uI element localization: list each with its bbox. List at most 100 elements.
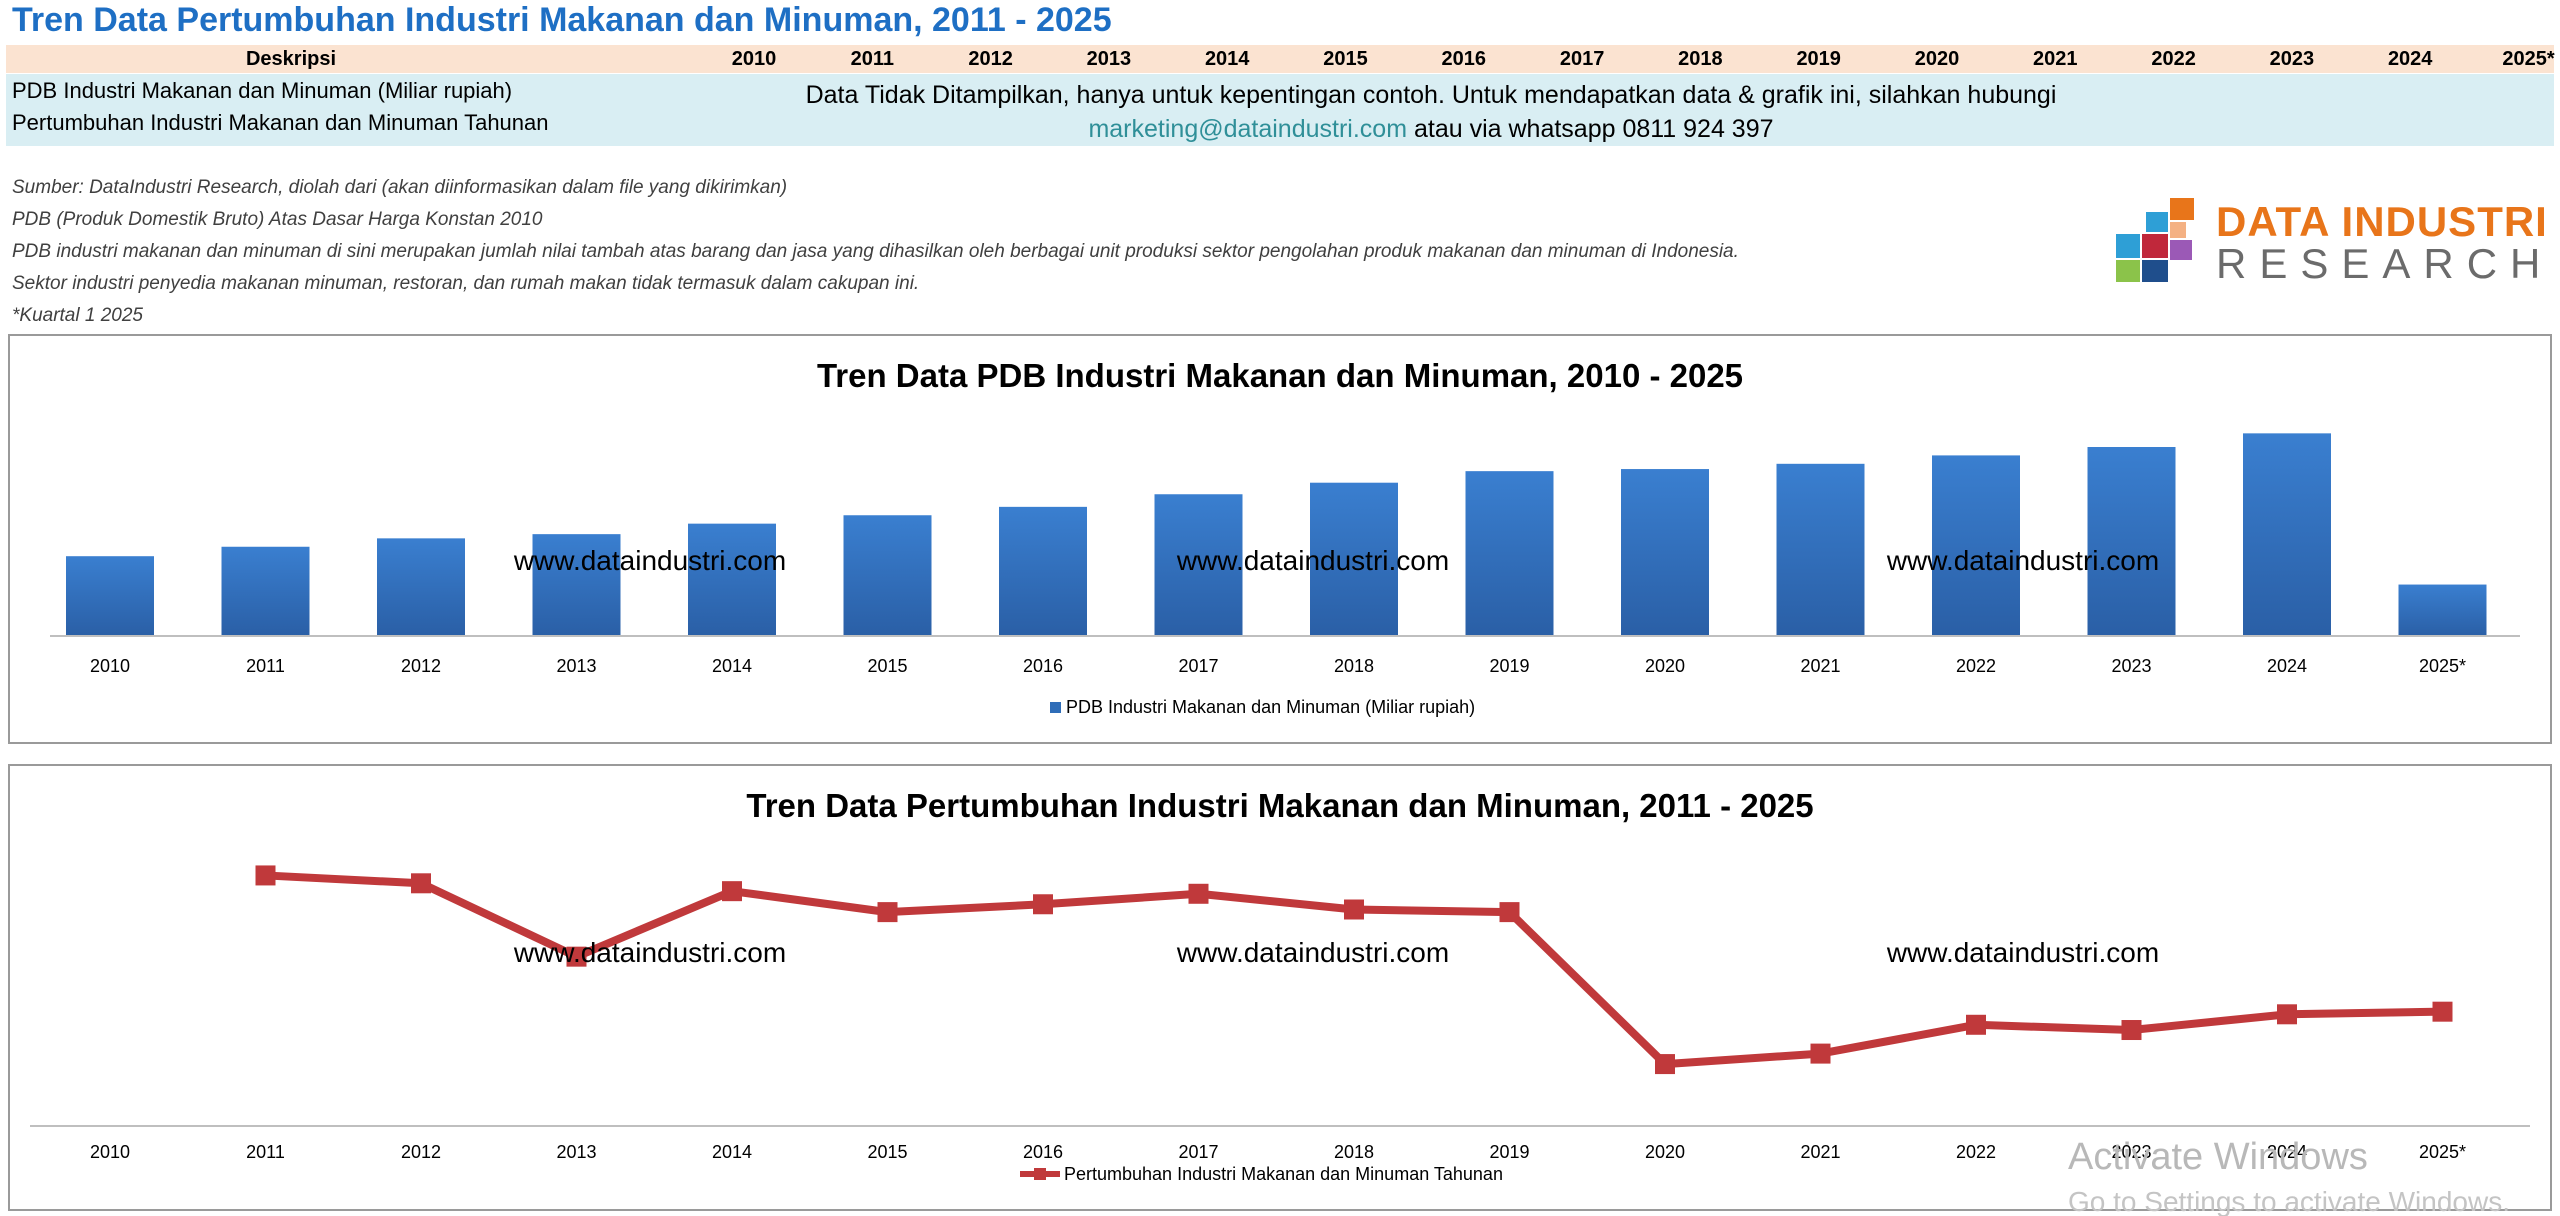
bar-2022	[1932, 455, 2020, 636]
x-tick-label: 2014	[712, 656, 752, 676]
logo-mosaic-icon	[2116, 198, 2194, 282]
point-2014	[722, 881, 742, 902]
point-2018	[1344, 899, 1364, 920]
year-header-cell: 2016	[1441, 48, 1487, 70]
table-header-row: Deskripsi 2010 2011 2012 2013 2014 2015 2016 20…	[6, 45, 2555, 73]
activate-windows-subtitle: Go to Settings to activate Windows.	[2068, 1186, 2510, 1216]
point-2022	[1966, 1014, 1986, 1035]
x-tick-label: 2022	[1956, 656, 1996, 676]
note-pdb-basis: PDB (Produk Domestik Bruto) Atas Dasar H…	[12, 209, 543, 230]
x-tick-label: 2017	[1178, 656, 1218, 676]
year-header-cell: 2021	[2033, 48, 2078, 70]
bar-2017	[1154, 494, 1243, 636]
x-tick-label: 2014	[712, 1142, 752, 1162]
pdb-bar-chart: Tren Data PDB Industri Makanan dan Minum…	[8, 334, 2552, 744]
pdb-bar-chart-svg: Tren Data PDB Industri Makanan dan Minum…	[50, 357, 2520, 717]
bar-2018	[1310, 482, 1398, 636]
growth-line-chart-svg: Tren Data Pertumbuhan Industri Makanan d…	[30, 787, 2530, 1184]
x-tick-label: 2021	[1800, 656, 1840, 676]
x-tick-label: 2016	[1023, 1142, 1063, 1162]
bar-2010	[66, 556, 154, 636]
growth-line-chart: Tren Data Pertumbuhan Industri Makanan d…	[8, 764, 2552, 1211]
x-tick-label: 2011	[246, 656, 285, 676]
point-2025*	[2432, 1001, 2453, 1022]
x-tick-label: 2013	[556, 1142, 596, 1162]
year-header-cell: 2014	[1204, 48, 1250, 70]
bar-2025*	[2398, 584, 2487, 636]
contact-email-link[interactable]: marketing@dataindustri.com	[1088, 115, 1408, 143]
x-tick-label: 2024	[2267, 1142, 2307, 1162]
legend-label: PDB Industri Makanan dan Minuman (Miliar…	[1066, 697, 1475, 717]
year-header-cell: 2020	[1914, 48, 1960, 70]
x-tick-label: 2019	[1489, 1142, 1529, 1162]
bar-2021	[1776, 463, 1865, 636]
x-tick-label: 2023	[2111, 1142, 2151, 1162]
legend-swatch	[1050, 702, 1061, 713]
year-header-cell: 2013	[1086, 48, 1132, 70]
source-notes: Sumber: DataIndustri Research, diolah da…	[12, 172, 1739, 332]
watermark-text: www.dataindustri.com	[513, 937, 786, 968]
year-header-cell: 2011	[850, 48, 894, 70]
page-title: Tren Data Pertumbuhan Industri Makanan d…	[12, 1, 1112, 39]
logo-tile	[2146, 212, 2168, 232]
x-tick-label: 2021	[1800, 1142, 1840, 1162]
point-2015	[877, 902, 898, 923]
notice-text: Data Tidak Ditampilkan, hanya untuk kepe…	[805, 81, 2057, 109]
year-header-cell: 2018	[1678, 48, 1723, 70]
chart-title: Tren Data Pertumbuhan Industri Makanan d…	[746, 787, 1813, 824]
point-2012	[411, 873, 431, 894]
year-header-cell: 2023	[2269, 48, 2315, 70]
x-tick-label: 2015	[867, 656, 907, 676]
watermark-text: www.dataindustri.com	[1176, 937, 1449, 968]
logo-tile	[2170, 198, 2194, 220]
year-header-cell: 2010	[731, 48, 777, 70]
point-2020	[1655, 1054, 1675, 1075]
point-2013	[566, 946, 587, 967]
logo-tile	[2116, 234, 2140, 258]
logo-tile	[2142, 234, 2168, 258]
point-2024	[2277, 1004, 2297, 1025]
row-label-pertumbuhan: Pertumbuhan Industri Makanan dan Minuman…	[12, 110, 549, 135]
x-tick-label: 2015	[867, 1142, 907, 1162]
watermark-text: www.dataindustri.com	[513, 545, 786, 576]
x-tick-label: 2020	[1645, 1142, 1685, 1162]
year-header-cell: 2012	[968, 48, 1013, 70]
point-2016	[1033, 894, 1053, 915]
x-tick-label: 2023	[2111, 656, 2151, 676]
x-tick-label: 2013	[556, 656, 596, 676]
bar-2014	[688, 523, 776, 636]
bar-2019	[1465, 471, 1554, 636]
logo-tile	[2142, 260, 2168, 282]
activate-windows-title: Activate Windows	[2068, 1136, 2368, 1178]
data-industri-logo: DATA INDUSTRI RESEARCH	[2116, 198, 2547, 288]
x-tick-label: 2012	[401, 656, 441, 676]
bar-2016	[999, 506, 1087, 636]
note-quarter: *Kuartal 1 2025	[12, 305, 143, 326]
x-tick-label: 2012	[401, 1142, 441, 1162]
x-tick-label: 2011	[246, 1142, 285, 1162]
x-tick-label: 2010	[90, 656, 130, 676]
row-label-pdb: PDB Industri Makanan dan Minuman (Miliar…	[12, 78, 513, 103]
note-definition: PDB industri makanan dan minuman di sini…	[12, 241, 1739, 262]
bar-2020	[1621, 469, 1709, 636]
year-header-cell: 2017	[1559, 48, 1605, 70]
x-tick-label: 2019	[1489, 656, 1529, 676]
chart-title: Tren Data PDB Industri Makanan dan Minum…	[817, 357, 1743, 394]
bar-2012	[377, 538, 465, 636]
x-tick-label: 2024	[2267, 656, 2307, 676]
note-scope: Sektor industri penyedia makanan minuman…	[12, 273, 920, 294]
x-tick-label: 2018	[1334, 1142, 1374, 1162]
x-tick-label: 2020	[1645, 656, 1685, 676]
year-header-cell: 2024	[2387, 48, 2433, 70]
point-2019	[1499, 902, 1520, 923]
watermark-text: www.dataindustri.com	[1176, 545, 1449, 576]
point-2017	[1188, 883, 1209, 904]
x-tick-label: 2017	[1178, 1142, 1218, 1162]
x-tick-label: 2016	[1023, 656, 1063, 676]
x-tick-label: 2022	[1956, 1142, 1996, 1162]
bar-2023	[2087, 447, 2176, 636]
column-header-deskripsi: Deskripsi	[245, 48, 337, 70]
legend-marker-swatch	[1034, 1168, 1046, 1180]
logo-text-line1: DATA INDUSTRI	[2216, 198, 2548, 245]
point-2021	[1810, 1043, 1831, 1064]
